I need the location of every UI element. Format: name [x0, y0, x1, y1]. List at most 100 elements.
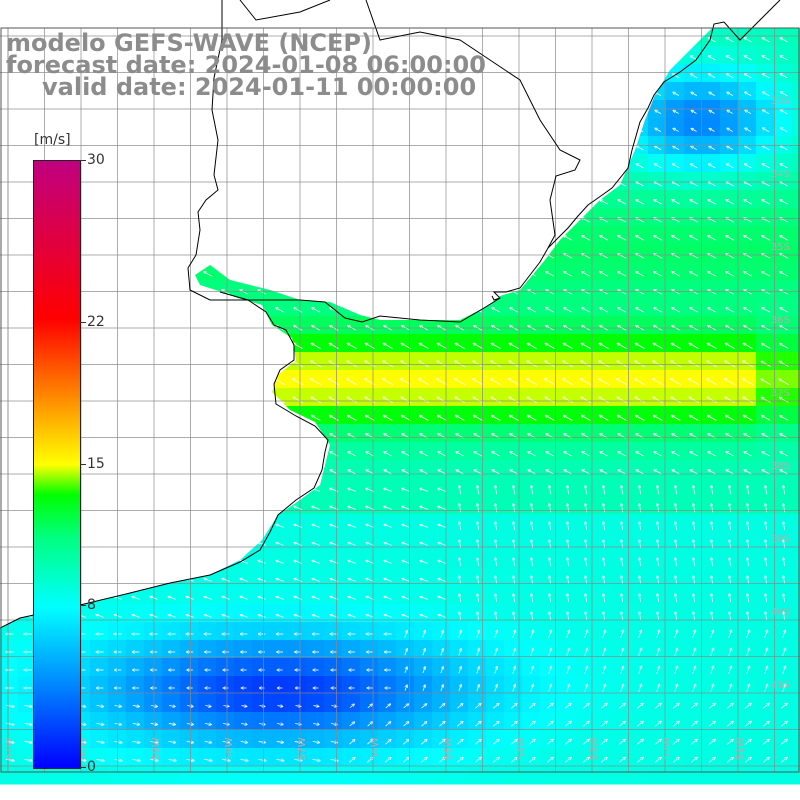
wind-cell — [684, 424, 703, 443]
wind-cell — [306, 586, 325, 605]
wind-cell — [252, 568, 271, 587]
wind-cell — [720, 424, 739, 443]
wind-cell — [630, 694, 649, 713]
wind-cell — [90, 622, 109, 641]
wind-cell — [720, 82, 739, 101]
wind-cell — [234, 748, 253, 767]
wind-cell — [234, 640, 253, 659]
wind-cell — [612, 280, 631, 299]
wind-cell — [288, 658, 307, 677]
wind-cell — [288, 316, 307, 335]
wind-cell — [198, 730, 217, 749]
wind-cell — [522, 298, 541, 317]
wind-cell — [270, 640, 289, 659]
wind-cell — [432, 622, 451, 641]
wind-cell — [702, 280, 721, 299]
wind-arrow — [744, 308, 753, 313]
wind-cell — [162, 766, 181, 785]
wind-cell — [198, 694, 217, 713]
wind-cell — [486, 712, 505, 731]
wind-cell — [234, 568, 253, 587]
wind-cell — [522, 460, 541, 479]
wind-cell — [324, 550, 343, 569]
wind-cell — [720, 64, 739, 83]
wind-cell — [432, 442, 451, 461]
wind-cell — [720, 334, 739, 353]
wind-arrow — [582, 236, 591, 241]
wind-cell — [414, 604, 433, 623]
wind-cell — [720, 172, 739, 191]
wind-cell — [468, 676, 487, 695]
wind-cell — [414, 352, 433, 371]
wind-cell — [738, 658, 757, 677]
wind-cell — [378, 694, 397, 713]
wind-cell — [792, 442, 800, 461]
wind-arrow — [672, 182, 680, 187]
wind-cell — [612, 208, 631, 227]
wind-cell — [792, 586, 800, 605]
wind-cell — [612, 262, 631, 281]
wind-cell — [126, 622, 145, 641]
wind-cell — [612, 424, 631, 443]
wind-arrow — [763, 146, 770, 151]
wind-cell — [738, 298, 757, 317]
wind-cell — [180, 658, 199, 677]
wind-arrow — [563, 343, 573, 349]
wind-cell — [702, 316, 721, 335]
wind-cell — [774, 46, 793, 65]
latitude-label: 40S — [771, 607, 790, 618]
wind-cell — [648, 460, 667, 479]
wind-cell — [126, 730, 145, 749]
wind-arrow — [546, 308, 555, 313]
wind-arrow — [727, 110, 733, 114]
wind-arrow — [600, 308, 609, 313]
wind-arrow — [204, 272, 213, 277]
wind-arrow — [780, 182, 788, 187]
wind-cell — [306, 622, 325, 641]
wind-cell — [414, 406, 433, 425]
wind-cell — [0, 766, 19, 785]
wind-cell — [432, 766, 451, 785]
colorbar-tick-label: 8 — [87, 597, 96, 614]
wind-cell — [414, 334, 433, 353]
wind-cell — [486, 334, 505, 353]
wind-cell — [756, 64, 775, 83]
wind-arrow — [709, 128, 715, 132]
wind-arrow — [762, 254, 771, 259]
wind-cell — [648, 640, 667, 659]
wind-cell — [396, 496, 415, 515]
wind-arrow — [582, 308, 591, 313]
wind-cell — [792, 28, 800, 47]
wind-cell — [144, 766, 163, 785]
wind-cell — [738, 406, 757, 425]
wind-cell — [378, 622, 397, 641]
wind-arrow — [673, 92, 680, 97]
wind-cell — [648, 190, 667, 209]
wind-cell — [18, 640, 37, 659]
wind-cell — [432, 676, 451, 695]
wind-arrow — [636, 272, 645, 277]
wind-cell — [666, 118, 685, 137]
wind-arrow — [781, 128, 788, 133]
wind-cell — [180, 640, 199, 659]
wind-cell — [216, 766, 235, 785]
wind-cell — [792, 460, 800, 479]
wind-arrow — [726, 308, 735, 313]
wind-cell — [684, 388, 703, 407]
wind-arrow — [673, 146, 680, 151]
wind-arrow — [780, 74, 788, 79]
wind-arrow — [564, 254, 573, 259]
wind-cell — [144, 604, 163, 623]
wind-cell — [594, 658, 613, 677]
wind-cell — [756, 766, 775, 785]
wind-arrow — [762, 56, 770, 61]
wind-cell — [594, 676, 613, 695]
wind-arrow — [492, 308, 501, 313]
wind-cell — [324, 514, 343, 533]
wind-cell — [630, 658, 649, 677]
wind-arrow — [654, 308, 663, 313]
wind-cell — [486, 658, 505, 677]
wind-arrow — [654, 272, 663, 277]
longitude-label: 58W — [224, 737, 235, 760]
wind-cell — [594, 694, 613, 713]
